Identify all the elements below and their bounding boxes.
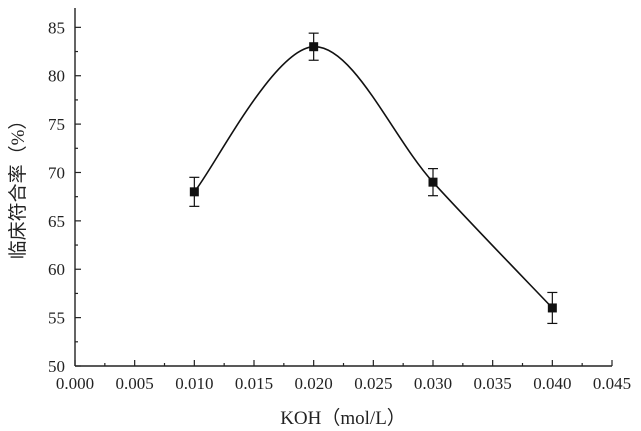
- plot-area: [189, 32, 558, 325]
- x-axis-title: KOH（mol/L）: [280, 407, 406, 429]
- data-point: [428, 177, 438, 187]
- y-tick-label: 70: [48, 163, 65, 182]
- y-tick-label: 80: [48, 67, 65, 86]
- x-tick-label: 0.025: [354, 374, 392, 393]
- x-tick-label: 0.000: [56, 374, 94, 393]
- data-point: [189, 187, 199, 197]
- y-tick-label: 55: [48, 309, 65, 328]
- y-tick-label: 50: [48, 357, 65, 376]
- x-tick-label: 0.040: [533, 374, 571, 393]
- y-tick-label: 75: [48, 115, 65, 134]
- axes: 0.000 0.005 0.010 0.015 0.020 0.025 0.030 0.035…: [48, 8, 631, 393]
- x-tick-label: 0.010: [175, 374, 213, 393]
- x-tick-label: 0.005: [116, 374, 154, 393]
- data-point: [309, 42, 319, 52]
- data-point: [547, 303, 557, 313]
- x-tick-label: 0.020: [295, 374, 333, 393]
- y-tick-label: 65: [48, 212, 65, 231]
- y-tick-label: 60: [48, 260, 65, 279]
- x-tick-label: 0.045: [593, 374, 631, 393]
- y-tick-label: 85: [48, 18, 65, 37]
- x-tick-label: 0.030: [414, 374, 452, 393]
- x-tick-label: 0.035: [474, 374, 512, 393]
- series-line: [193, 45, 553, 309]
- y-axis-title: 临床符合率（%）: [7, 111, 29, 260]
- x-tick-label: 0.015: [235, 374, 273, 393]
